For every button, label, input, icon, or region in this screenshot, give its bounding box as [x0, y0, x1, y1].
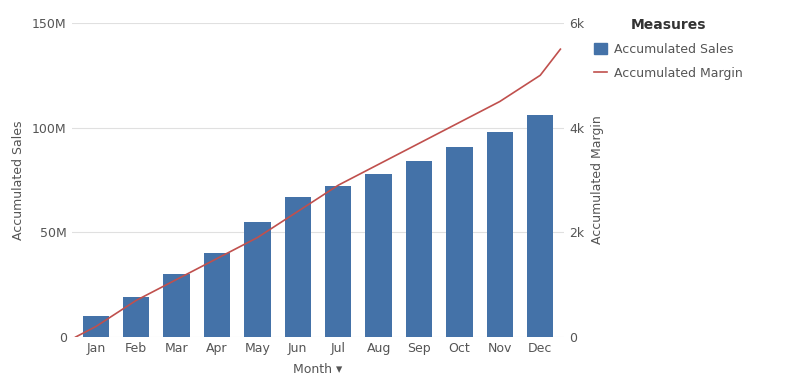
Bar — [244, 222, 270, 337]
Bar — [527, 115, 553, 337]
Y-axis label: Accumulated Margin: Accumulated Margin — [591, 116, 604, 244]
Bar — [204, 253, 230, 337]
Bar — [366, 174, 392, 337]
Bar — [164, 274, 190, 337]
Bar — [285, 197, 311, 337]
Bar — [406, 161, 432, 337]
Bar — [487, 132, 513, 337]
Bar — [325, 186, 351, 337]
Bar — [83, 316, 109, 337]
X-axis label: Month ▾: Month ▾ — [293, 363, 343, 376]
Bar — [446, 147, 472, 337]
Legend: Accumulated Sales, Accumulated Margin: Accumulated Sales, Accumulated Margin — [591, 14, 747, 84]
Bar — [123, 297, 149, 337]
Y-axis label: Accumulated Sales: Accumulated Sales — [12, 120, 25, 240]
